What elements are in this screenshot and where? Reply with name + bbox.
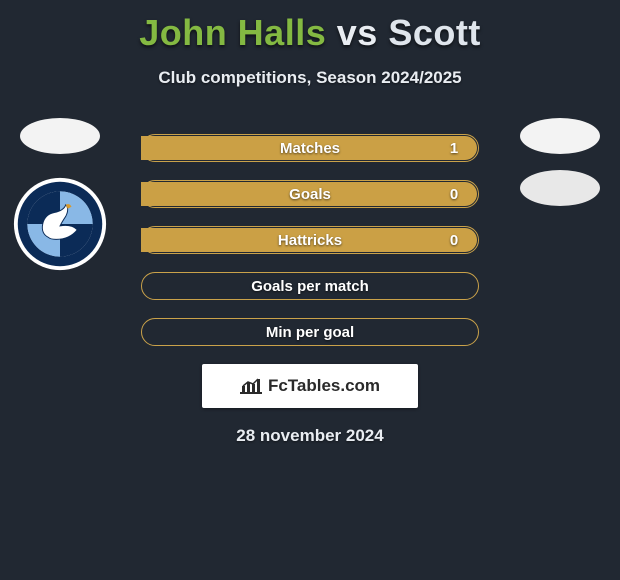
date-label: 28 november 2024: [0, 426, 620, 446]
title-player1: John Halls: [139, 12, 326, 53]
player1-badge-placeholder: [20, 118, 100, 154]
title-vs: vs: [337, 12, 378, 53]
stat-right-value: 0: [430, 186, 478, 203]
player2-badge-placeholder-2: [520, 170, 600, 206]
stats-list: Matches1Goals0Hattricks0Goals per matchM…: [141, 134, 479, 346]
stat-right-value: 1: [430, 140, 478, 157]
bar-chart-icon: [240, 377, 262, 395]
stat-label: Matches: [190, 140, 430, 157]
page-title: John Halls vs Scott: [0, 0, 620, 54]
stat-row: Goals per match: [141, 272, 479, 300]
stat-row: Min per goal: [141, 318, 479, 346]
brand-box[interactable]: FcTables.com: [202, 364, 418, 408]
title-player2: Scott: [388, 12, 481, 53]
stat-row: Hattricks0: [141, 226, 479, 254]
brand-label: FcTables.com: [268, 376, 380, 396]
stat-label: Goals per match: [190, 278, 430, 295]
stat-label: Hattricks: [190, 232, 430, 249]
stat-right-value: 0: [430, 232, 478, 249]
subtitle: Club competitions, Season 2024/2025: [0, 68, 620, 88]
stat-label: Min per goal: [190, 324, 430, 341]
stat-row: Goals0: [141, 180, 479, 208]
stat-row: Matches1: [141, 134, 479, 162]
wycombe-wanderers-crest-icon: [12, 176, 108, 272]
player2-badge-placeholder-1: [520, 118, 600, 154]
stat-label: Goals: [190, 186, 430, 203]
